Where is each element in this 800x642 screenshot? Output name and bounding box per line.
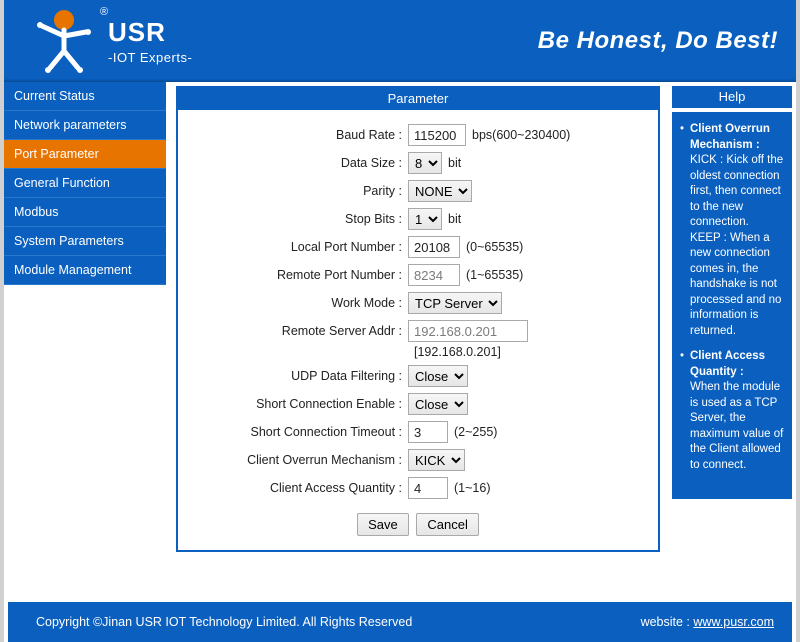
suffix-local-port: (0~65535) bbox=[466, 240, 523, 254]
input-remote-port[interactable] bbox=[408, 264, 460, 286]
sidebar-item-current-status[interactable]: Current Status bbox=[4, 82, 166, 111]
select-work-mode[interactable]: TCP Server bbox=[408, 292, 502, 314]
input-remote-addr[interactable] bbox=[408, 320, 528, 342]
input-local-port[interactable] bbox=[408, 236, 460, 258]
select-parity[interactable]: NONE bbox=[408, 180, 472, 202]
suffix-stop-bits: bit bbox=[448, 212, 461, 226]
input-short-conn-to[interactable] bbox=[408, 421, 448, 443]
label-data-size: Data Size : bbox=[188, 156, 408, 170]
brand-title: USR bbox=[108, 17, 192, 48]
footer-website: website : www.pusr.com bbox=[641, 615, 774, 629]
main-content: Parameter Baud Rate : bps(600~230400) Da… bbox=[166, 82, 666, 602]
help-item: Client Access Quantity : When the module … bbox=[680, 349, 784, 473]
sidebar-item-module-management[interactable]: Module Management bbox=[4, 256, 166, 285]
row-short-conn-to: Short Connection Timeout : (2~255) bbox=[188, 421, 648, 443]
help-item-heading: Client Overrun Mechanism : bbox=[690, 123, 770, 151]
suffix-access-qty: (1~16) bbox=[454, 481, 490, 495]
input-access-qty[interactable] bbox=[408, 477, 448, 499]
label-remote-addr: Remote Server Addr : bbox=[188, 324, 408, 338]
row-parity: Parity : NONE bbox=[188, 180, 648, 202]
row-short-conn: Short Connection Enable : Close bbox=[188, 393, 648, 415]
help-item-body: KICK : Kick off the oldest connection fi… bbox=[690, 154, 783, 337]
help-item: Client Overrun Mechanism : KICK : Kick of… bbox=[680, 122, 784, 339]
row-udp-filter: UDP Data Filtering : Close bbox=[188, 365, 648, 387]
app-header: ® USR -IOT Experts- Be Honest, Do Best! bbox=[4, 0, 796, 82]
label-remote-port: Remote Port Number : bbox=[188, 268, 408, 282]
save-button[interactable]: Save bbox=[357, 513, 409, 536]
brand-slogan: Be Honest, Do Best! bbox=[538, 27, 778, 55]
label-work-mode: Work Mode : bbox=[188, 296, 408, 310]
sidebar-nav: Current StatusNetwork parametersPort Par… bbox=[4, 82, 166, 602]
sidebar-item-network-parameters[interactable]: Network parameters bbox=[4, 111, 166, 140]
sidebar-item-general-function[interactable]: General Function bbox=[4, 169, 166, 198]
registered-mark: ® bbox=[100, 6, 108, 18]
row-remote-port: Remote Port Number : (1~65535) bbox=[188, 264, 648, 286]
brand-subtitle: -IOT Experts- bbox=[108, 50, 192, 65]
label-udp-filter: UDP Data Filtering : bbox=[188, 369, 408, 383]
footer-website-label: website : bbox=[641, 615, 690, 629]
help-item-body: When the module is used as a TCP Server,… bbox=[690, 381, 783, 471]
suffix-short-conn-to: (2~255) bbox=[454, 425, 497, 439]
label-baud-rate: Baud Rate : bbox=[188, 128, 408, 142]
row-overrun: Client Overrun Mechanism : KICK bbox=[188, 449, 648, 471]
label-overrun: Client Overrun Mechanism : bbox=[188, 453, 408, 467]
row-data-size: Data Size : 8 bit bbox=[188, 152, 648, 174]
sidebar-item-port-parameter[interactable]: Port Parameter bbox=[4, 140, 166, 169]
help-item-heading: Client Access Quantity : bbox=[690, 350, 765, 378]
label-short-conn: Short Connection Enable : bbox=[188, 397, 408, 411]
select-overrun[interactable]: KICK bbox=[408, 449, 465, 471]
select-data-size[interactable]: 8 bbox=[408, 152, 442, 174]
sidebar-item-system-parameters[interactable]: System Parameters bbox=[4, 227, 166, 256]
body-layout: Current StatusNetwork parametersPort Par… bbox=[4, 82, 796, 602]
suffix-remote-port: (1~65535) bbox=[466, 268, 523, 282]
row-baud-rate: Baud Rate : bps(600~230400) bbox=[188, 124, 648, 146]
select-short-conn[interactable]: Close bbox=[408, 393, 468, 415]
suffix-baud-rate: bps(600~230400) bbox=[472, 128, 570, 142]
select-udp-filter[interactable]: Close bbox=[408, 365, 468, 387]
label-stop-bits: Stop Bits : bbox=[188, 212, 408, 226]
footer-copyright: Copyright ©Jinan USR IOT Technology Limi… bbox=[36, 615, 412, 629]
row-local-port: Local Port Number : (0~65535) bbox=[188, 236, 648, 258]
brand-logo bbox=[18, 6, 98, 76]
help-title: Help bbox=[672, 86, 792, 108]
parameter-panel: Parameter Baud Rate : bps(600~230400) Da… bbox=[176, 86, 660, 552]
row-work-mode: Work Mode : TCP Server bbox=[188, 292, 648, 314]
brand-block: USR -IOT Experts- bbox=[108, 17, 192, 65]
select-stop-bits[interactable]: 1 bbox=[408, 208, 442, 230]
page-root: ® USR -IOT Experts- Be Honest, Do Best! … bbox=[0, 0, 800, 642]
sidebar-item-modbus[interactable]: Modbus bbox=[4, 198, 166, 227]
help-panel: Help Client Overrun Mechanism : KICK : Ki… bbox=[666, 82, 796, 602]
panel-title: Parameter bbox=[178, 88, 658, 110]
remote-addr-resolved: [192.168.0.201] bbox=[414, 345, 648, 359]
row-access-qty: Client Access Quantity : (1~16) bbox=[188, 477, 648, 499]
panel-body: Baud Rate : bps(600~230400) Data Size : … bbox=[178, 110, 658, 550]
suffix-data-size: bit bbox=[448, 156, 461, 170]
button-row: Save Cancel bbox=[188, 513, 648, 536]
label-access-qty: Client Access Quantity : bbox=[188, 481, 408, 495]
footer-website-link[interactable]: www.pusr.com bbox=[693, 615, 774, 629]
row-remote-addr: Remote Server Addr : bbox=[188, 320, 648, 342]
label-local-port: Local Port Number : bbox=[188, 240, 408, 254]
label-parity: Parity : bbox=[188, 184, 408, 198]
row-stop-bits: Stop Bits : 1 bit bbox=[188, 208, 648, 230]
app-footer: Copyright ©Jinan USR IOT Technology Limi… bbox=[8, 602, 792, 642]
help-body: Client Overrun Mechanism : KICK : Kick of… bbox=[672, 112, 792, 499]
label-short-conn-to: Short Connection Timeout : bbox=[188, 425, 408, 439]
cancel-button[interactable]: Cancel bbox=[416, 513, 478, 536]
input-baud-rate[interactable] bbox=[408, 124, 466, 146]
